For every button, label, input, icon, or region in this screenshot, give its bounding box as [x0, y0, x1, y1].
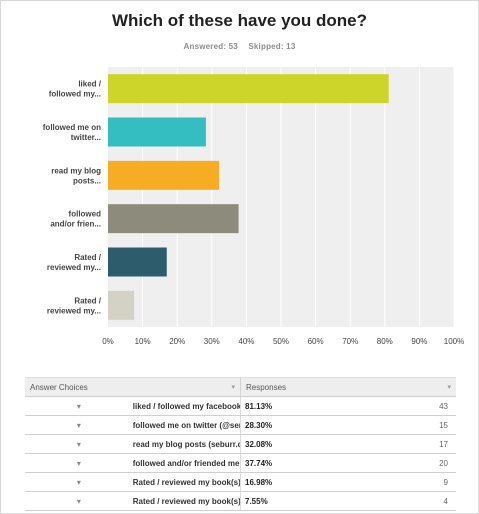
- x-tick-label: 70%: [342, 337, 358, 346]
- answered-count: Answered: 53: [183, 42, 238, 51]
- bar-chart: liked / followed my... followed me on twitt…: [43, 67, 464, 346]
- response-percent: 81.13%: [240, 396, 349, 416]
- table-row[interactable]: ▾followed and/or friended me on Goodread…: [25, 453, 456, 473]
- category-label: Rated / reviewed my...: [47, 253, 102, 272]
- table-row[interactable]: ▾read my blog posts (seburr.com/blog)32.…: [25, 434, 456, 454]
- table-row[interactable]: ▾followed me on twitter (@serinburr)28.3…: [25, 415, 456, 435]
- header-answer-choices[interactable]: Answer Choices ▾: [25, 377, 241, 397]
- answer-choice-label: liked / followed my facebook page (https…: [132, 396, 241, 416]
- question-title: Which of these have you done?: [111, 11, 368, 30]
- response-count: 43: [348, 396, 456, 416]
- expand-chevron-icon[interactable]: ▾: [25, 396, 133, 416]
- expand-chevron-icon[interactable]: ▾: [25, 434, 133, 454]
- response-percent: 37.74%: [240, 453, 349, 473]
- response-percent: 16.98%: [240, 472, 349, 492]
- sort-caret-icon[interactable]: ▾: [231, 383, 235, 391]
- expand-chevron-icon[interactable]: ▾: [25, 453, 133, 473]
- category-label: Rated / reviewed my...: [47, 296, 102, 315]
- answer-choice-label: Rated / reviewed my book(s) on Amazon: [132, 472, 241, 492]
- table-row[interactable]: ▾liked / followed my facebook page (http…: [25, 396, 456, 416]
- answer-choices-table: Answer Choices ▾ Responses ▾ ▾ liked / fo…: [25, 377, 456, 511]
- category-labels: liked / followed my... followed me on twitt…: [43, 80, 102, 316]
- x-tick-label: 50%: [273, 337, 289, 346]
- response-count: 9: [348, 472, 456, 492]
- x-tick-label: 30%: [204, 337, 220, 346]
- bars: [108, 74, 389, 320]
- x-tick-label: 60%: [308, 337, 324, 346]
- expand-chevron-icon[interactable]: ▾: [25, 472, 133, 492]
- answer-choice-label: Rated / reviewed my book(s) somewhere el…: [132, 491, 241, 511]
- response-count: 20: [348, 453, 456, 473]
- header-responses[interactable]: Responses ▾: [240, 377, 456, 397]
- category-label: followed and/or frien...: [50, 210, 101, 229]
- expand-chevron-icon[interactable]: ▾: [25, 491, 133, 511]
- response-count: 4: [348, 491, 456, 511]
- table-row[interactable]: ▾Rated / reviewed my book(s) somewhere e…: [25, 491, 456, 511]
- bar[interactable]: [108, 204, 239, 234]
- table-row[interactable]: ▾Rated / reviewed my book(s) on Amazon16…: [25, 472, 456, 492]
- category-label: followed me on twitter...: [43, 123, 101, 142]
- answer-choice-label: read my blog posts (seburr.com/blog): [132, 434, 241, 454]
- x-tick-label: 80%: [377, 337, 393, 346]
- sort-caret-icon[interactable]: ▾: [447, 383, 451, 391]
- bar[interactable]: [108, 74, 389, 104]
- bar[interactable]: [108, 117, 206, 147]
- bar[interactable]: [108, 290, 135, 320]
- x-tick-label: 90%: [411, 337, 427, 346]
- response-percent: 28.30%: [240, 415, 349, 435]
- gridlines: [142, 67, 455, 327]
- category-label: read my blog posts...: [51, 166, 101, 185]
- x-tick-label: 0%: [102, 337, 114, 346]
- answer-choice-label: followed me on twitter (@serinburr): [132, 415, 241, 435]
- response-summary: Answered: 53 Skipped: 13: [0, 42, 479, 51]
- x-tick-label: 20%: [169, 337, 185, 346]
- x-tick-label: 100%: [444, 337, 464, 346]
- bar[interactable]: [108, 160, 219, 190]
- answer-choice-label: followed and/or friended me on Goodreads: [132, 453, 241, 473]
- category-label: liked / followed my...: [49, 80, 102, 99]
- response-percent: 7.55%: [240, 491, 349, 511]
- bar[interactable]: [108, 247, 167, 277]
- response-count: 17: [348, 434, 456, 454]
- response-count: 15: [348, 415, 456, 435]
- skipped-count: Skipped: 13: [248, 42, 296, 51]
- x-tick-labels: 0% 10% 20% 30% 40% 50% 60% 70% 80% 90% 100%: [102, 337, 464, 346]
- response-percent: 32.08%: [240, 434, 349, 454]
- expand-chevron-icon[interactable]: ▾: [25, 415, 133, 435]
- x-tick-label: 10%: [135, 337, 151, 346]
- x-tick-label: 40%: [238, 337, 254, 346]
